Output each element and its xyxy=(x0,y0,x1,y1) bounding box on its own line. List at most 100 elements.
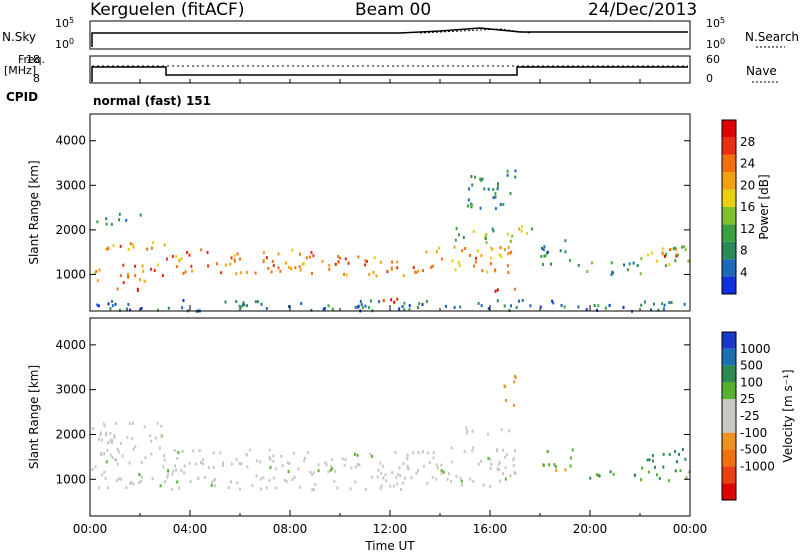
power-cell xyxy=(454,268,457,272)
power-cell xyxy=(391,260,394,264)
velocity-cell xyxy=(163,454,166,458)
velocity-cell xyxy=(410,476,413,480)
velocity-cell xyxy=(109,453,112,457)
velocity-cell xyxy=(274,486,277,490)
velocity-cell xyxy=(105,431,108,435)
velocity-cell xyxy=(312,471,315,475)
power-cell xyxy=(507,246,510,250)
power-cell xyxy=(518,299,520,303)
power-cell xyxy=(470,205,473,209)
velocity-cell xyxy=(406,464,409,468)
velocity-cell xyxy=(214,477,217,481)
velocity-cell xyxy=(189,480,192,484)
velocity-cell xyxy=(406,453,409,457)
velocity-cell xyxy=(293,475,296,479)
power-cell xyxy=(379,260,382,264)
velocity-cell xyxy=(504,477,507,481)
power-colorbar-tick: 20 xyxy=(740,178,755,192)
velocity-cell xyxy=(421,450,424,454)
power-cell xyxy=(543,245,546,249)
power-cell xyxy=(506,173,509,177)
velocity-cell xyxy=(331,458,334,462)
power-colorbar-tick: 8 xyxy=(740,244,748,258)
velocity-cell xyxy=(508,429,511,433)
power-cell xyxy=(378,300,381,304)
velocity-colorbar-tick: -25 xyxy=(740,409,760,423)
power-cell xyxy=(485,241,488,244)
velocity-cell xyxy=(512,464,515,468)
velocity-cell xyxy=(113,434,116,438)
power-cell xyxy=(490,262,492,266)
power-cell xyxy=(507,232,509,236)
velocity-cell xyxy=(131,437,134,441)
velocity-cell xyxy=(212,451,215,455)
power-cell xyxy=(421,303,424,306)
power-cell xyxy=(256,300,259,304)
velocity-cell xyxy=(502,472,504,476)
power-cell xyxy=(271,260,274,263)
power-cell xyxy=(294,266,297,270)
power-cell xyxy=(485,233,488,237)
beam-title: Beam 00 xyxy=(355,0,432,20)
power-cell xyxy=(396,260,399,264)
velocity-cell xyxy=(227,486,230,489)
power-cell xyxy=(215,262,218,266)
power-cell xyxy=(364,259,367,263)
velocity-cell xyxy=(612,472,615,476)
velocity-cell xyxy=(150,439,153,443)
velocity-cell xyxy=(180,469,183,473)
power-cell xyxy=(240,305,243,309)
velocity-cell xyxy=(379,461,382,465)
power-cell xyxy=(337,255,340,258)
velocity-cell xyxy=(513,380,516,384)
velocity-cell xyxy=(446,477,449,481)
velocity-cell xyxy=(128,422,131,425)
power-cell xyxy=(279,269,282,273)
velocity-colorbar-tick: 500 xyxy=(740,359,763,373)
velocity-cell xyxy=(589,476,592,480)
velocity-colorbar-tick: -1000 xyxy=(740,459,775,473)
velocity-cell xyxy=(542,463,545,467)
power-cell xyxy=(473,264,476,268)
velocity-cell xyxy=(505,399,507,402)
power-cell xyxy=(127,275,130,278)
power-cell xyxy=(107,302,110,306)
power-cell xyxy=(496,187,499,191)
xtick-label: 00:00 xyxy=(673,522,708,536)
velocity-cell xyxy=(333,480,336,483)
power-cell xyxy=(650,251,653,255)
power-cell xyxy=(664,254,666,258)
velocity-cell xyxy=(199,461,202,465)
velocity-cell xyxy=(274,467,277,471)
power-cell xyxy=(676,253,679,257)
nsky-label: N.Sky xyxy=(2,30,37,44)
velocity-ytick-label: 3000 xyxy=(55,383,86,397)
velocity-cells xyxy=(91,374,691,492)
velocity-cell xyxy=(415,471,418,475)
velocity-cell xyxy=(667,479,670,483)
power-cell xyxy=(339,256,342,260)
power-cell xyxy=(494,195,497,199)
power-colorbar-swatch xyxy=(722,172,736,190)
velocity-cell xyxy=(245,453,248,457)
velocity-cell xyxy=(202,458,205,462)
velocity-cell xyxy=(385,479,388,483)
power-cell xyxy=(137,289,139,292)
power-cell xyxy=(529,304,532,308)
power-cell xyxy=(610,273,613,276)
power-cell xyxy=(632,261,635,265)
power-colorbar-tick: 16 xyxy=(740,200,755,214)
velocity-cell xyxy=(668,453,671,457)
velocity-cell xyxy=(640,478,643,482)
velocity-cell xyxy=(569,464,572,468)
velocity-cell xyxy=(394,451,397,454)
nave-tick-low: 0 xyxy=(706,72,713,85)
velocity-cell xyxy=(202,462,204,466)
velocity-cell xyxy=(210,481,213,485)
power-cell xyxy=(272,264,275,268)
velocity-cell xyxy=(238,462,241,466)
velocity-cell xyxy=(512,458,515,462)
power-cell xyxy=(504,248,506,252)
power-cell xyxy=(224,300,227,304)
velocity-cell xyxy=(489,484,492,488)
